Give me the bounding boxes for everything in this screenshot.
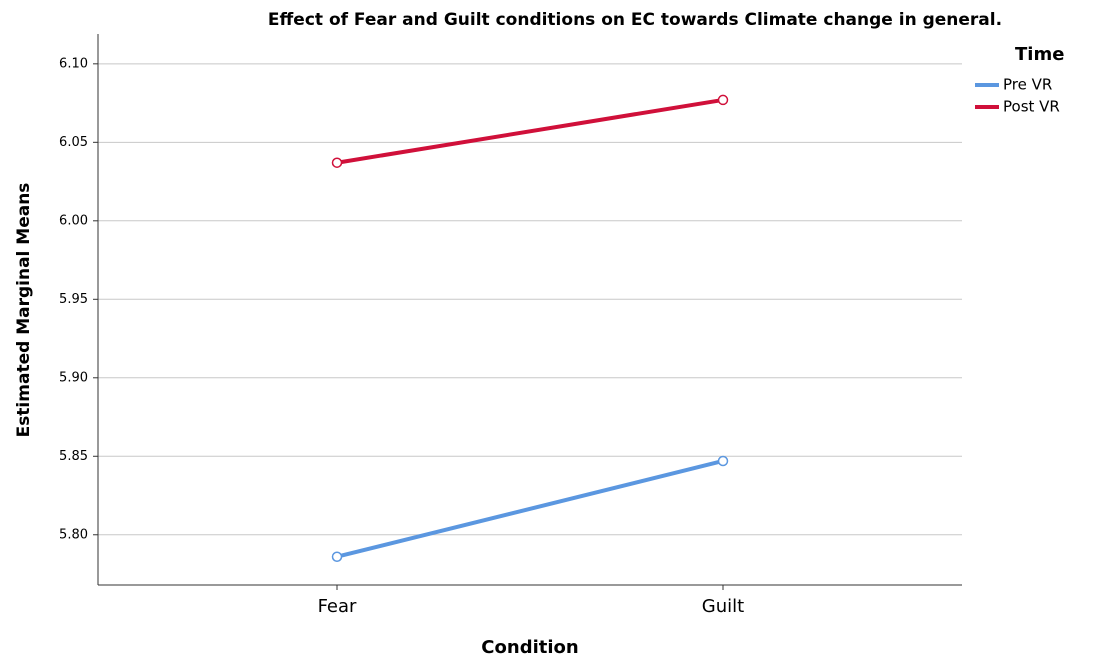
series-line xyxy=(336,459,724,559)
x-tick-label: Fear xyxy=(318,596,357,617)
y-tick-label: 5.80 xyxy=(59,527,88,542)
series-line xyxy=(336,97,724,165)
y-tick-label: 6.05 xyxy=(59,135,88,150)
data-point xyxy=(717,455,729,467)
y-axis-title: Estimated Marginal Means xyxy=(14,183,34,438)
data-point xyxy=(331,157,343,168)
legend-label: Post VR xyxy=(1003,98,1060,116)
y-tick-label: 5.95 xyxy=(59,292,88,307)
y-tick-label: 6.00 xyxy=(59,213,88,228)
y-tick-label: 5.90 xyxy=(59,370,88,385)
y-tick-label: 6.10 xyxy=(59,56,88,71)
y-tick-label: 5.85 xyxy=(59,449,88,464)
data-point xyxy=(331,551,343,562)
legend-label: Pre VR xyxy=(1003,76,1052,94)
data-point xyxy=(717,94,729,106)
x-tick-label: Guilt xyxy=(702,596,744,617)
x-axis-title: Condition xyxy=(481,637,578,658)
legend-title: Time xyxy=(1015,44,1064,65)
chart-title: Effect of Fear and Guilt conditions on E… xyxy=(268,10,1002,30)
